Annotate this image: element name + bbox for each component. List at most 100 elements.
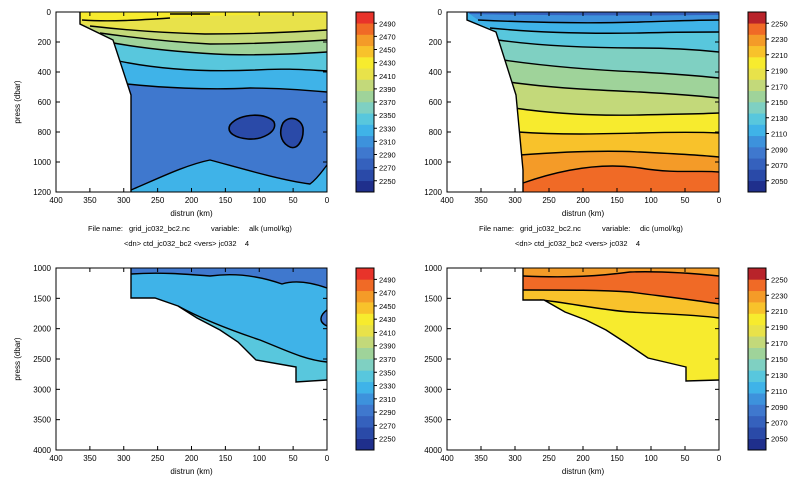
x-tick-label: 100 [644,454,658,463]
colorbar-tick-label: 2130 [771,114,788,123]
colorbar-swatch [356,79,374,92]
colorbar-tick-label: 2250 [771,19,788,28]
caption-left: File name: grid_jc032_bc2.nc variable: a… [88,224,292,248]
y-tick-label: 0 [438,8,443,17]
colorbar-swatch [356,336,374,348]
topography-outline [466,12,524,192]
contour-band [467,12,719,16]
caption-file-label: File name: [88,224,123,233]
x-tick-label: 150 [219,454,233,463]
colorbar-swatch [356,290,374,303]
colorbar-tick-label: 2450 [379,302,396,311]
x-tick-label: 100 [253,196,267,205]
colorbar-tick-label: 2390 [379,85,396,94]
contour-closed-low [228,114,276,140]
topography-mask [56,12,131,192]
x-tick-label: 250 [542,454,556,463]
colorbar-tick-label: 2490 [379,275,396,284]
y-tick-label: 4000 [424,446,442,455]
caption-variable: alk (umol/kg) [249,224,292,233]
colorbar-tick-label: 2230 [771,35,788,44]
x-tick-label: 300 [117,196,131,205]
x-tick-label: 400 [49,196,63,205]
colorbar-swatch [356,68,374,80]
colorbar-tick-label: 2310 [379,395,396,404]
y-tick-label: 2500 [424,355,442,364]
y-tick-label: 0 [47,8,52,17]
colorbar-swatch [356,12,374,24]
colorbar-tick-label: 2290 [379,408,396,417]
colorbar-tick-label: 2170 [771,82,788,91]
x-tick-label: 400 [49,454,63,463]
y-axis-label: press (dbar) [13,80,22,123]
x-tick-label: 250 [542,196,556,205]
colorbar-tick-label: 2390 [379,342,396,351]
colorbar-tick-label: 2190 [771,67,788,76]
colorbar-tick-label: 2370 [379,98,396,107]
x-tick-label: 300 [508,454,522,463]
contour-closed-low [279,117,304,149]
colorbar-tick-label: 2270 [379,164,396,173]
colorbar-tick-label: 2090 [771,145,788,154]
x-tick-label: 50 [289,454,298,463]
x-tick-label: 50 [681,196,690,205]
y-tick-label: 1000 [424,158,442,167]
caption-dn-line: <dn> ctd_jc032_bc2 <vers> jc032 4 [515,239,640,248]
colorbar-tick-label: 2370 [379,355,396,364]
colorbar-swatch [748,359,766,371]
colorbar-swatch [748,12,766,24]
y-tick-label: 1200 [33,188,51,197]
x-tick-label: 0 [325,454,330,463]
topography-mask [447,268,719,450]
x-axis-label: distrun (km) [562,209,605,218]
colorbar-swatch [748,23,766,35]
colorbar-alk-top: 2250 2270 2290 2310 2330 2350 2370 2390 2410 2430… [355,11,396,193]
colorbar-swatch [356,381,374,394]
colorbar-swatch [748,324,766,337]
colorbar-swatch [356,147,374,159]
colorbar-swatch [356,302,374,314]
colorbar-tick-label: 2050 [771,435,788,444]
topography-mask [56,268,327,450]
colorbar-swatch [748,302,766,314]
colorbar-tick-label: 2350 [379,368,396,377]
topography-outline [130,268,328,383]
colorbar-tick-label: 2470 [379,289,396,298]
x-tick-label: 100 [644,196,658,205]
colorbar-swatch [748,336,766,348]
x-tick-label: 250 [151,454,165,463]
colorbar-tick-label: 2130 [771,371,788,380]
colorbar-tick-label: 2070 [771,419,788,428]
y-tick-label: 1000 [33,158,51,167]
x-axis-label: distrun (km) [170,467,213,476]
colorbar-swatch [748,124,766,137]
contour-lines [130,272,328,363]
colorbar-dic-bottom: 2050 2070 2090 2110 2130 2150 2170 2190 2210 2230… [747,267,788,451]
x-tick-label: 200 [185,454,199,463]
colorbar-tick-label: 2250 [771,275,788,284]
colorbar-swatch [748,113,766,125]
y-tick-label: 2000 [33,325,51,334]
colorbar-swatch [748,90,766,103]
caption-file-name: grid_jc032_bc2.nc [129,224,190,233]
colorbar-tick-label: 2410 [379,72,396,81]
colorbar-swatch [356,45,374,58]
caption-variable-label: variable: [602,224,630,233]
colorbar-tick-label: 2290 [379,151,396,160]
colorbar-swatch [748,370,766,383]
colorbar-swatch [748,313,766,326]
colorbar-swatch [748,158,766,170]
x-tick-label: 0 [717,454,722,463]
colorbar-tick-label: 2330 [379,382,396,391]
x-tick-label: 250 [151,196,165,205]
panel-top-left: 400 350 300 250 200 150 100 50 0 0 200 400 600 800 100… [13,8,330,218]
x-tick-label: 0 [325,196,330,205]
colorbar-swatch [356,90,374,103]
y-tick-label: 2000 [424,325,442,334]
contour-lines [477,19,720,184]
colorbar-swatch [356,393,374,405]
y-tick-label: 400 [38,68,52,77]
colorbar-tick-label: 2330 [379,124,396,133]
colorbar-swatch [748,57,766,69]
